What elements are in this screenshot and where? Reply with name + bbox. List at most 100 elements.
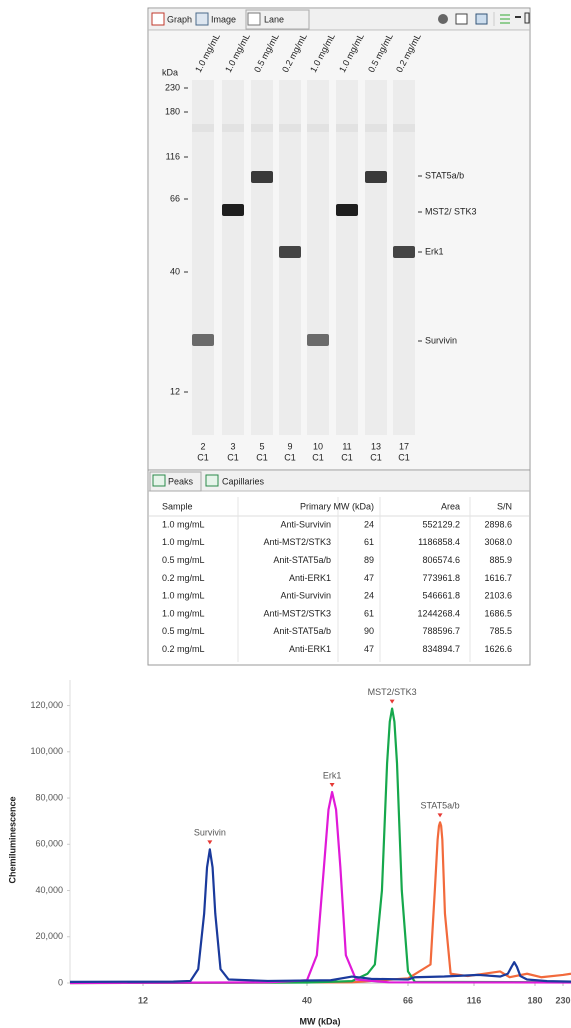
peak-label: Erk1	[323, 770, 342, 780]
band	[336, 204, 358, 216]
table-cell: Anti-ERK1	[289, 573, 331, 583]
series-line	[70, 709, 571, 983]
table-cell: 2103.6	[484, 591, 512, 601]
table-cell: 24	[364, 519, 374, 529]
lane-capillary: C1	[312, 452, 324, 462]
lane-faint-band	[192, 124, 214, 132]
table-cell: 773961.8	[422, 573, 460, 583]
lane-number: 3	[230, 441, 235, 451]
target-label: Survivin	[425, 335, 457, 345]
target-label: Erk1	[425, 246, 444, 256]
x-tick-label: 230	[555, 995, 570, 1005]
y-tick-label: 60,000	[35, 839, 63, 849]
lane-number: 5	[259, 441, 264, 451]
page: { "toolbar": {"tabs": ["Graph", "Image",…	[0, 0, 571, 1028]
lane-capillary: C1	[398, 452, 410, 462]
table-cell: 546661.8	[422, 591, 460, 601]
table-cell: 47	[364, 644, 374, 654]
peaks-icon[interactable]	[153, 475, 165, 486]
table-cell: 24	[364, 591, 374, 601]
lane-strip	[307, 80, 329, 435]
image-icon[interactable]	[196, 13, 208, 25]
lane-number: 2	[200, 441, 205, 451]
lane-icon[interactable]	[248, 13, 260, 25]
graph-icon[interactable]	[152, 13, 164, 25]
x-tick-label: 12	[138, 995, 148, 1005]
table-cell: 61	[364, 537, 374, 547]
peak-marker	[207, 840, 212, 844]
lane-faint-band	[336, 124, 358, 132]
table-cell: Anti-MST2/STK3	[263, 537, 331, 547]
table-cell: 0.2 mg/mL	[162, 644, 205, 654]
ladder-label: 180	[165, 106, 180, 116]
lane-strip	[365, 80, 387, 435]
ladder-label: 66	[170, 193, 180, 203]
table-cell: 1186858.4	[418, 537, 460, 547]
target-label: STAT5a/b	[425, 170, 464, 180]
band	[222, 204, 244, 216]
peak-label: MST2/STK3	[368, 687, 417, 697]
table-cell: 3068.0	[484, 537, 512, 547]
toolbar-tab[interactable]: Lane	[264, 14, 284, 24]
table-cell: 90	[364, 626, 374, 636]
band	[307, 334, 329, 346]
lane-faint-band	[393, 124, 415, 132]
tool-icon[interactable]	[456, 14, 467, 24]
lane-faint-band	[307, 124, 329, 132]
results-tab[interactable]: Capillaries	[222, 476, 265, 486]
band	[365, 171, 387, 183]
table-cell: Anit-STAT5a/b	[273, 555, 331, 565]
lane-number: 9	[287, 441, 292, 451]
tool-icon[interactable]	[476, 14, 487, 24]
lane-strip	[336, 80, 358, 435]
lane-faint-band	[365, 124, 387, 132]
lane-number: 13	[371, 441, 381, 451]
lane-capillary: C1	[227, 452, 239, 462]
x-tick-label: 40	[302, 995, 312, 1005]
y-tick-label: 20,000	[35, 931, 63, 941]
tool-icon[interactable]	[438, 14, 448, 24]
lane-capillary: C1	[341, 452, 353, 462]
band	[393, 246, 415, 258]
results-tab[interactable]: Peaks	[168, 476, 194, 486]
table-cell: 0.5 mg/mL	[162, 626, 205, 636]
column-header: MW (kDa)	[334, 501, 375, 511]
band	[192, 334, 214, 346]
y-tick-label: 100,000	[30, 746, 63, 756]
y-tick-label: 40,000	[35, 885, 63, 895]
column-header: Primary	[300, 501, 331, 511]
toolbar-tab[interactable]: Image	[211, 14, 236, 24]
table-cell: 1.0 mg/mL	[162, 591, 205, 601]
table-cell: 552129.2	[422, 519, 460, 529]
lane-capillary: C1	[197, 452, 209, 462]
table-cell: 1616.7	[484, 573, 512, 583]
y-tick-label: 0	[58, 977, 63, 987]
column-header: S/N	[497, 501, 512, 511]
table-cell: 785.5	[489, 626, 512, 636]
table-cell: 1.0 mg/mL	[162, 608, 205, 618]
capillaries-icon[interactable]	[206, 475, 218, 486]
lane-capillary: C1	[284, 452, 296, 462]
table-cell: Anti-ERK1	[289, 644, 331, 654]
ladder-label: 40	[170, 266, 180, 276]
lane-strip	[222, 80, 244, 435]
target-label: MST2/ STK3	[425, 206, 477, 216]
column-header: Sample	[162, 501, 193, 511]
x-axis-title: MW (kDa)	[300, 1016, 341, 1026]
lane-capillary: C1	[370, 452, 382, 462]
table-cell: Anti-Survivin	[280, 519, 331, 529]
table-cell: 89	[364, 555, 374, 565]
x-tick-label: 66	[403, 995, 413, 1005]
lane-strip	[251, 80, 273, 435]
series-line	[70, 792, 571, 983]
toolbar-tab[interactable]: Graph	[167, 14, 192, 24]
lane-number: 10	[313, 441, 323, 451]
table-cell: 2898.6	[484, 519, 512, 529]
lane-strip	[192, 80, 214, 435]
peak-marker	[330, 783, 335, 787]
y-axis-title: Chemiluminescence	[7, 796, 17, 883]
peak-marker	[390, 700, 395, 704]
table-cell: 0.2 mg/mL	[162, 573, 205, 583]
table-cell: 834894.7	[422, 644, 460, 654]
peak-label: STAT5a/b	[420, 801, 459, 811]
